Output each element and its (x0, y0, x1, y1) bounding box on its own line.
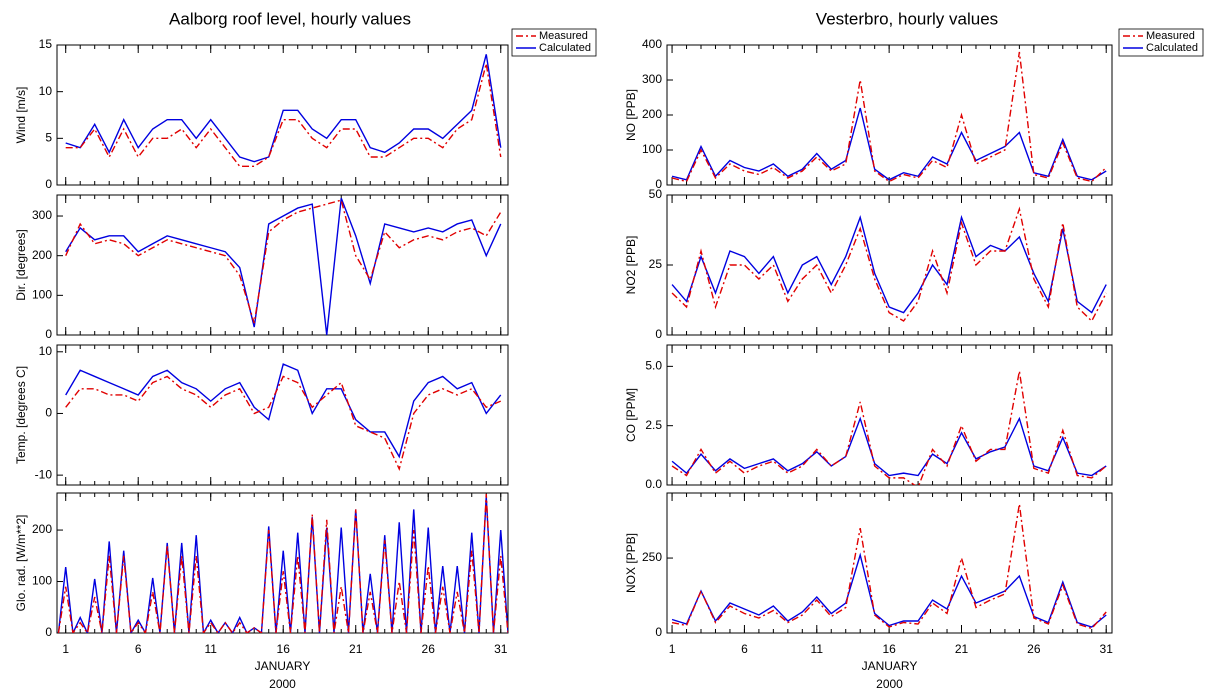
series-line (65, 54, 502, 163)
y-tick-label: 2.5 (645, 418, 662, 432)
x-tick-label: 21 (349, 642, 363, 656)
x-tick-label: 11 (811, 642, 824, 656)
series-line (671, 552, 1107, 628)
y-tick-label: 15 (39, 37, 53, 51)
series-line (671, 51, 1107, 183)
panel-frame (666, 344, 1113, 486)
series-line (57, 496, 508, 633)
y-tick-label: 0 (45, 406, 52, 420)
y-tick-label: 10 (39, 344, 53, 358)
y-tick-label: 0 (655, 177, 662, 191)
y-tick-label: 250 (642, 550, 662, 564)
y-tick-label: 200 (32, 522, 52, 536)
y-tick-label: 300 (642, 72, 662, 86)
chart-title: Vesterbro, hourly values (816, 9, 998, 28)
series-line (671, 206, 1107, 323)
x-tick-label: 11 (204, 642, 217, 656)
y-tick-label: 0.0 (645, 477, 662, 491)
y-tick-label: 25 (649, 257, 663, 271)
panel-frame (56, 194, 509, 336)
y-tick-label: 0 (45, 625, 52, 639)
x-tick-label: 16 (882, 642, 896, 656)
series-line (65, 375, 502, 472)
y-axis-label: NOX [PPB] (624, 533, 638, 593)
series-line (671, 214, 1107, 314)
x-tick-label: 26 (422, 642, 436, 656)
y-axis-label: NO [PPB] (624, 89, 638, 141)
y-tick-label: 0 (655, 327, 662, 341)
series-line (57, 493, 508, 633)
x-tick-label: 26 (1027, 642, 1041, 656)
series-line (671, 107, 1107, 181)
panel-frame (666, 492, 1113, 634)
y-tick-label: 400 (642, 37, 662, 51)
y-tick-label: 300 (32, 208, 52, 222)
series-line (65, 197, 502, 335)
series-line (671, 416, 1107, 477)
panel-frame (56, 492, 509, 634)
panel-frame (56, 44, 509, 186)
x-tick-label: 31 (1100, 642, 1114, 656)
y-tick-label: 200 (642, 107, 662, 121)
x-tick-label: 1 (669, 642, 676, 656)
y-axis-label: Temp. [degrees C] (14, 366, 28, 464)
series-line (65, 199, 502, 324)
legend-box (1118, 28, 1204, 57)
legend-label: Calculated (1146, 42, 1198, 54)
x-tick-label: 16 (277, 642, 291, 656)
y-axis-label: Glo. rad. [W/m**2] (14, 515, 28, 612)
y-tick-label: 0 (655, 625, 662, 639)
series-line (65, 63, 502, 168)
legend-box (511, 28, 597, 57)
series-line (65, 363, 502, 459)
x-tick-label: 21 (955, 642, 969, 656)
panel-frame (666, 44, 1113, 186)
y-axis-label: Wind [m/s] (14, 87, 28, 144)
y-axis-label: NO2 [PPB] (624, 236, 638, 295)
y-tick-label: 200 (32, 248, 52, 262)
panel-frame (56, 344, 509, 486)
y-tick-label: -10 (35, 467, 53, 481)
x-axis-sublabel: 2000 (269, 677, 296, 691)
series-line (671, 503, 1107, 630)
x-axis-label: JANUARY (862, 659, 918, 673)
y-tick-label: 5 (45, 131, 52, 145)
y-tick-label: 100 (642, 142, 662, 156)
y-tick-label: 50 (649, 187, 663, 201)
x-tick-label: 6 (135, 642, 142, 656)
series-line (671, 370, 1107, 485)
x-tick-label: 6 (741, 642, 748, 656)
y-axis-label: Dir. [degrees] (14, 229, 28, 300)
x-tick-label: 31 (494, 642, 508, 656)
legend-label: Measured (1146, 30, 1195, 42)
y-tick-label: 100 (32, 288, 52, 302)
y-tick-label: 100 (32, 574, 52, 588)
x-tick-label: 1 (62, 642, 69, 656)
x-axis-label: JANUARY (255, 659, 311, 673)
y-tick-label: 5.0 (645, 359, 662, 373)
y-tick-label: 0 (45, 327, 52, 341)
y-axis-label: CO [PPM] (624, 388, 638, 442)
chart-title: Aalborg roof level, hourly values (169, 9, 411, 28)
legend-label: Calculated (539, 42, 591, 54)
y-tick-label: 0 (45, 177, 52, 191)
legend-label: Measured (539, 30, 588, 42)
y-tick-label: 10 (39, 84, 53, 98)
x-axis-sublabel: 2000 (876, 677, 903, 691)
